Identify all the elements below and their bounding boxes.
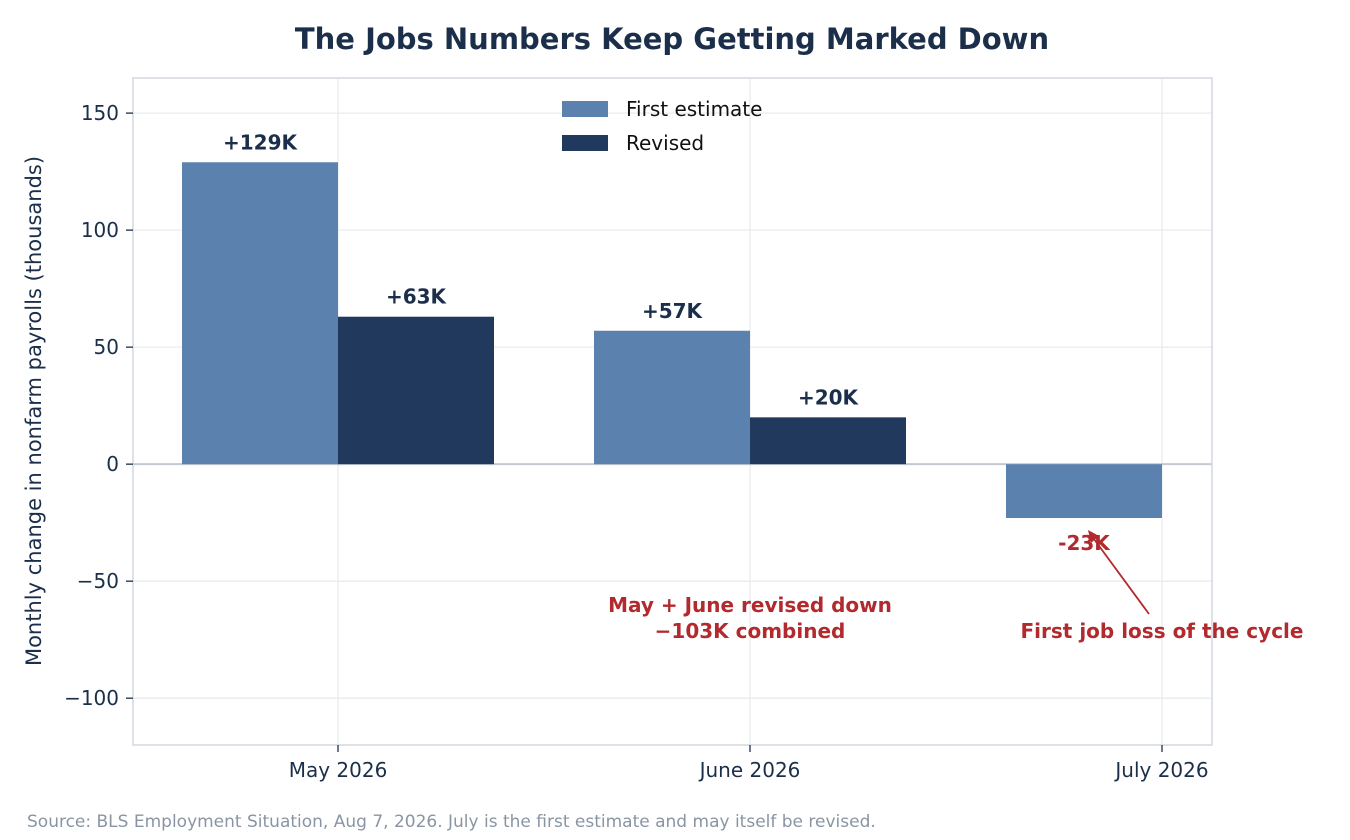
bars [182, 162, 1162, 518]
y-tick-label: 50 [94, 335, 119, 359]
x-tick-label: June 2026 [698, 758, 801, 782]
x-tick-label: May 2026 [289, 758, 388, 782]
bar [338, 316, 494, 465]
source-note: Source: BLS Employment Situation, Aug 7,… [27, 812, 876, 832]
bar [750, 417, 906, 465]
annotation-text: May + June revised down [608, 593, 892, 617]
chart-title: The Jobs Numbers Keep Getting Marked Dow… [295, 22, 1049, 56]
data-label: +129K [223, 130, 299, 154]
y-tick-label: 0 [106, 452, 119, 476]
y-tick-label: −100 [64, 686, 119, 710]
annotation-text: −103K combined [655, 619, 846, 643]
annotation-arrow [1090, 534, 1150, 615]
x-tick-label: July 2026 [1113, 758, 1208, 782]
x-axis-ticks: May 2026 June 2026 July 2026 [289, 745, 1209, 782]
data-label: +57K [642, 299, 704, 323]
bar [594, 330, 750, 465]
annotation-text: First job loss of the cycle [1021, 619, 1304, 643]
legend-label: First estimate [626, 97, 762, 121]
legend-swatch [562, 101, 608, 117]
data-label: +20K [798, 385, 860, 409]
y-axis-ticks: 150 100 50 0 −50 −100 [64, 101, 133, 710]
y-tick-label: 150 [81, 101, 119, 125]
y-axis-label: Monthly change in nonfarm payrolls (thou… [22, 156, 46, 666]
y-tick-label: −50 [77, 569, 119, 593]
bar [182, 162, 338, 465]
data-label: +63K [386, 285, 448, 309]
plot-frame [132, 77, 1213, 746]
legend: First estimate Revised [562, 97, 762, 155]
annotations: May + June revised down−103K combined Fir… [608, 530, 1303, 643]
bar-labels: +129K+57K-23K+63K+20K [223, 130, 1111, 555]
y-tick-label: 100 [81, 218, 119, 242]
legend-label: Revised [626, 131, 704, 155]
legend-swatch [562, 135, 608, 151]
bar [1006, 464, 1162, 518]
annotation-arrowhead [1088, 530, 1099, 543]
